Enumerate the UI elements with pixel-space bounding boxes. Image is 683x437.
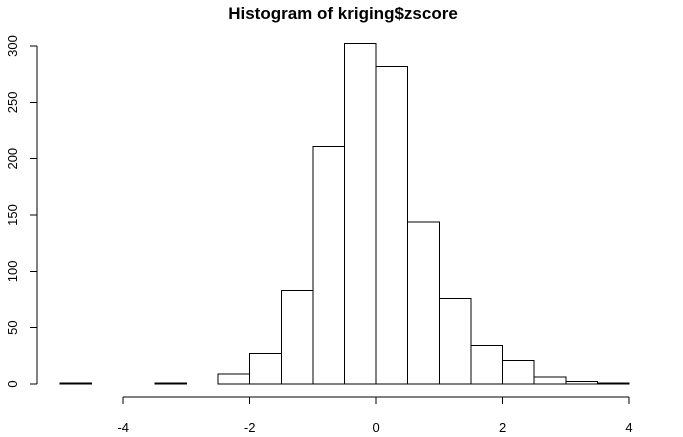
histogram-bar: [154, 382, 187, 385]
y-tick-label: 0: [5, 380, 20, 387]
x-axis: -4 -2 0 2 4: [117, 396, 633, 435]
y-tick-label: 50: [5, 320, 20, 334]
histogram-bar: [407, 221, 440, 385]
x-tick-label: 4: [625, 420, 632, 435]
histogram-bar: [375, 65, 409, 385]
x-tick-label: -4: [117, 420, 129, 435]
histogram-bar: [312, 145, 345, 385]
histogram-bar: [59, 382, 93, 385]
histogram-bar: [344, 43, 377, 385]
histogram-bar: [502, 359, 535, 385]
histogram-bar: [565, 381, 598, 385]
y-tick-label: 300: [5, 35, 20, 57]
histogram-bar: [438, 297, 472, 385]
histogram-bar: [596, 382, 630, 385]
histogram-bar: [280, 289, 314, 385]
bars-group: [59, 43, 630, 385]
histogram-bar: [249, 353, 282, 385]
histogram-bar: [533, 376, 567, 385]
y-tick-label: 250: [5, 91, 20, 113]
histogram-bar: [470, 345, 504, 385]
y-axis: 0 50 100 150 200 250 300: [5, 35, 38, 388]
y-tick-label: 100: [5, 260, 20, 282]
histogram-bar: [217, 373, 251, 385]
x-tick-label: -2: [244, 420, 256, 435]
y-tick-label: 200: [5, 148, 20, 170]
y-tick-label: 150: [5, 204, 20, 226]
chart-title: Histogram of kriging$zscore: [228, 4, 458, 23]
x-tick-label: 2: [499, 420, 506, 435]
x-tick-label: 0: [372, 420, 379, 435]
